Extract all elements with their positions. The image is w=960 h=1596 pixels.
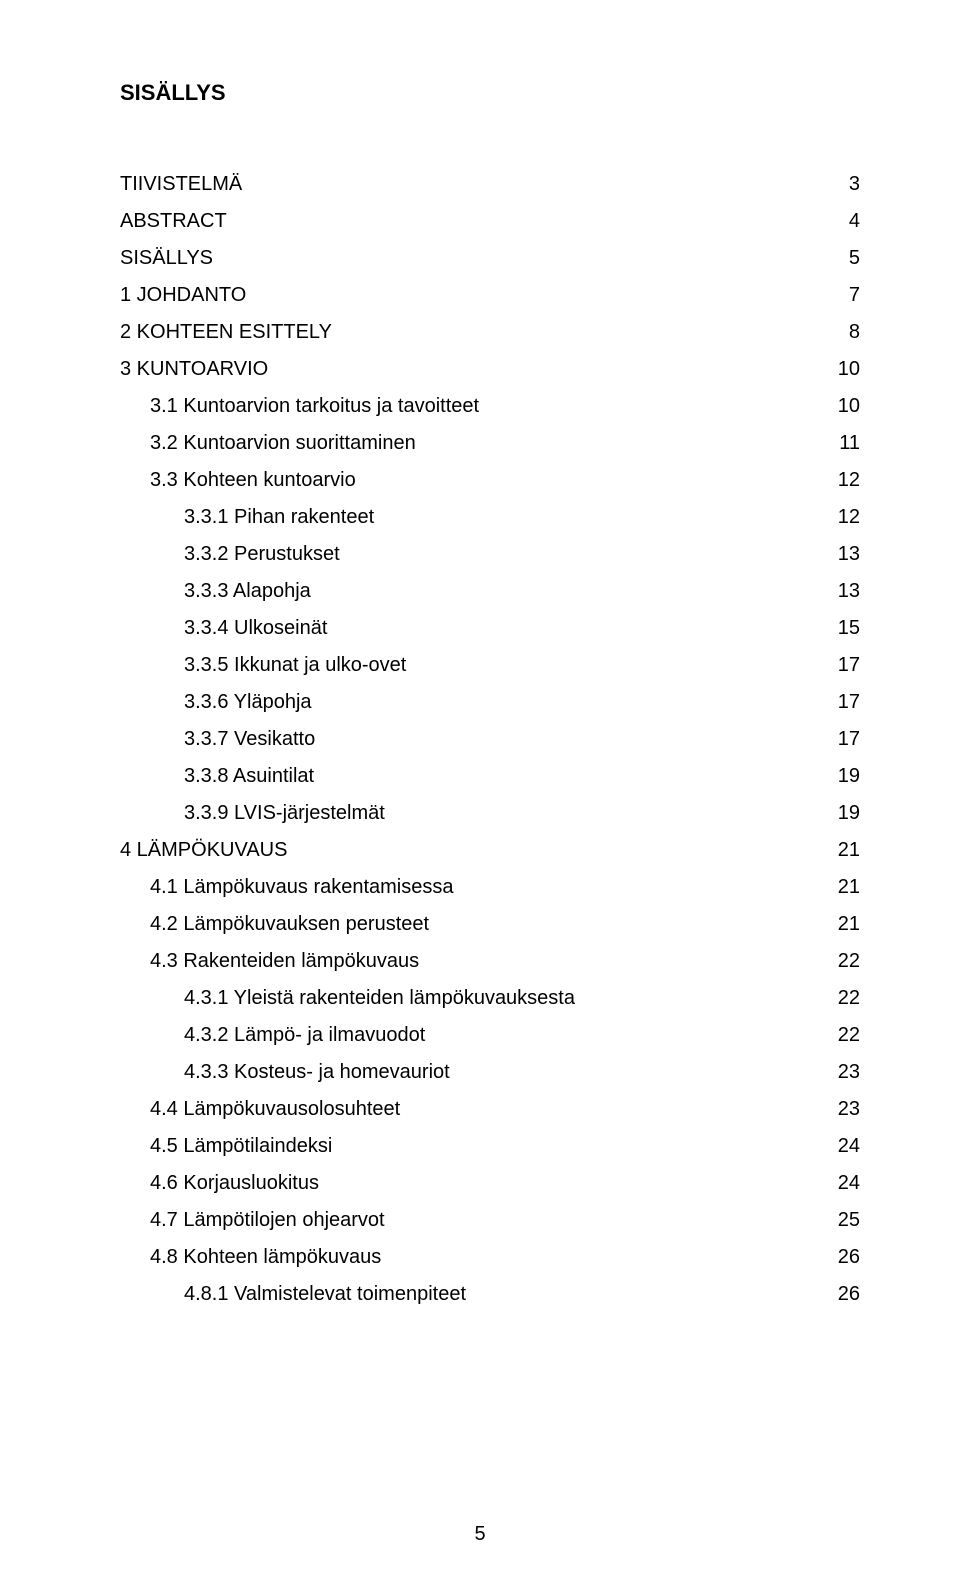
toc-entry-page: 21 — [818, 832, 860, 869]
toc-entry-page: 4 — [829, 203, 860, 240]
toc-entry-label: 2 KOHTEEN ESITTELY — [120, 314, 332, 351]
toc-entry-page: 13 — [818, 536, 860, 573]
toc-entry-label: ABSTRACT — [120, 203, 227, 240]
toc-entry-page: 5 — [829, 240, 860, 277]
toc-entry: 3.2 Kuntoarvion suorittaminen 11 — [120, 425, 860, 462]
toc-entry: 4.3.3 Kosteus- ja homevauriot 23 — [120, 1054, 860, 1091]
toc-entry: 3.3.3 Alapohja 13 — [120, 573, 860, 610]
toc-entry-label: SISÄLLYS — [120, 240, 213, 277]
toc-entry-label: 3.3.2 Perustukset — [120, 536, 340, 573]
toc-entry-label: 3.3.7 Vesikatto — [120, 721, 315, 758]
toc-entry-page: 3 — [829, 166, 860, 203]
toc-entry: 4.2 Lämpökuvauksen perusteet 21 — [120, 906, 860, 943]
toc-entry: 4.8 Kohteen lämpökuvaus 26 — [120, 1239, 860, 1276]
toc-entry-page: 8 — [829, 314, 860, 351]
toc-entry-page: 24 — [818, 1165, 860, 1202]
toc-entry-page: 21 — [818, 906, 860, 943]
toc-entry-label: 4.7 Lämpötilojen ohjearvot — [120, 1202, 385, 1239]
toc-entry: TIIVISTELMÄ 3 — [120, 166, 860, 203]
toc-entry: SISÄLLYS 5 — [120, 240, 860, 277]
toc-entry: 3.3.1 Pihan rakenteet 12 — [120, 499, 860, 536]
toc-entry: 3.3 Kohteen kuntoarvio 12 — [120, 462, 860, 499]
toc-entry-page: 15 — [818, 610, 860, 647]
toc-entry-page: 12 — [818, 499, 860, 536]
toc-entry-page: 10 — [818, 388, 860, 425]
toc-entry-label: 4.3.3 Kosteus- ja homevauriot — [120, 1054, 450, 1091]
toc-entry-label: 3.3.4 Ulkoseinät — [120, 610, 327, 647]
toc-entry: 2 KOHTEEN ESITTELY 8 — [120, 314, 860, 351]
toc-entry: 4.8.1 Valmistelevat toimenpiteet 26 — [120, 1276, 860, 1313]
toc-entry: 4 LÄMPÖKUVAUS 21 — [120, 832, 860, 869]
toc-entry: 4.3.2 Lämpö- ja ilmavuodot 22 — [120, 1017, 860, 1054]
toc-entry-label: 3.3.1 Pihan rakenteet — [120, 499, 374, 536]
toc-entry-label: 3.3.3 Alapohja — [120, 573, 311, 610]
toc-entry-page: 7 — [829, 277, 860, 314]
toc-entry-page: 25 — [818, 1202, 860, 1239]
toc-entry-page: 24 — [818, 1128, 860, 1165]
toc-entry-label: 3.3.5 Ikkunat ja ulko-ovet — [120, 647, 406, 684]
toc-entry: 4.3 Rakenteiden lämpökuvaus 22 — [120, 943, 860, 980]
toc-entry-label: 4.3 Rakenteiden lämpökuvaus — [120, 943, 419, 980]
toc-entry-page: 19 — [818, 758, 860, 795]
document-page: SISÄLLYS TIIVISTELMÄ3ABSTRACT4SISÄLLYS51… — [0, 0, 960, 1596]
toc-entry: 3.3.6 Yläpohja 17 — [120, 684, 860, 721]
toc-entry: 3.3.4 Ulkoseinät 15 — [120, 610, 860, 647]
page-title: SISÄLLYS — [120, 80, 860, 106]
toc-entry: 3.1 Kuntoarvion tarkoitus ja tavoitteet 1… — [120, 388, 860, 425]
toc-entry-label: 3 KUNTOARVIO — [120, 351, 268, 388]
toc-entry-label: 3.2 Kuntoarvion suorittaminen — [120, 425, 416, 462]
toc-entry-label: 4.8.1 Valmistelevat toimenpiteet — [120, 1276, 466, 1313]
toc-entry: ABSTRACT 4 — [120, 203, 860, 240]
toc-entry-label: 4.8 Kohteen lämpökuvaus — [120, 1239, 381, 1276]
toc-entry-page: 26 — [818, 1276, 860, 1313]
toc-entry-page: 23 — [818, 1091, 860, 1128]
toc-entry: 4.4 Lämpökuvausolosuhteet 23 — [120, 1091, 860, 1128]
toc-entry-page: 22 — [818, 1017, 860, 1054]
toc-entry: 3.3.5 Ikkunat ja ulko-ovet 17 — [120, 647, 860, 684]
toc-entry-label: 4.5 Lämpötilaindeksi — [120, 1128, 332, 1165]
toc-entry-label: 3.3.9 LVIS-järjestelmät — [120, 795, 385, 832]
toc-entry-label: 1 JOHDANTO — [120, 277, 246, 314]
toc-entry-label: 4 LÄMPÖKUVAUS — [120, 832, 287, 869]
toc-entry-label: 3.3.8 Asuintilat — [120, 758, 314, 795]
toc-entry: 3.3.2 Perustukset 13 — [120, 536, 860, 573]
toc-entry-label: 4.3.1 Yleistä rakenteiden lämpökuvaukses… — [120, 980, 575, 1017]
toc-entry-page: 17 — [818, 647, 860, 684]
toc-entry-page: 12 — [818, 462, 860, 499]
toc-entry-label: 3.1 Kuntoarvion tarkoitus ja tavoitteet — [120, 388, 479, 425]
toc-entry-label: 4.4 Lämpökuvausolosuhteet — [120, 1091, 400, 1128]
toc-entry: 3.3.8 Asuintilat 19 — [120, 758, 860, 795]
toc-entry-page: 13 — [818, 573, 860, 610]
toc-entry: 4.1 Lämpökuvaus rakentamisessa 21 — [120, 869, 860, 906]
toc-entry-page: 17 — [818, 721, 860, 758]
toc-entry-page: 17 — [818, 684, 860, 721]
toc-entry-page: 10 — [818, 351, 860, 388]
page-footer-number: 5 — [0, 1523, 960, 1546]
toc-entry-label: 4.2 Lämpökuvauksen perusteet — [120, 906, 429, 943]
toc-entry-page: 22 — [818, 980, 860, 1017]
toc-entry: 4.7 Lämpötilojen ohjearvot 25 — [120, 1202, 860, 1239]
toc-entry-page: 19 — [818, 795, 860, 832]
toc-entry-label: TIIVISTELMÄ — [120, 166, 242, 203]
toc-entry-label: 3.3.6 Yläpohja — [120, 684, 312, 721]
toc-entry-label: 4.3.2 Lämpö- ja ilmavuodot — [120, 1017, 425, 1054]
toc-entry: 3 KUNTOARVIO 10 — [120, 351, 860, 388]
toc-entry-label: 4.6 Korjausluokitus — [120, 1165, 319, 1202]
table-of-contents: TIIVISTELMÄ3ABSTRACT4SISÄLLYS51 JOHDANTO… — [120, 166, 860, 1313]
toc-entry: 3.3.7 Vesikatto 17 — [120, 721, 860, 758]
toc-entry: 1 JOHDANTO 7 — [120, 277, 860, 314]
toc-entry-page: 23 — [818, 1054, 860, 1091]
toc-entry-page: 22 — [818, 943, 860, 980]
toc-entry: 3.3.9 LVIS-järjestelmät 19 — [120, 795, 860, 832]
toc-entry-page: 26 — [818, 1239, 860, 1276]
toc-entry-page: 11 — [819, 425, 860, 462]
toc-entry-label: 3.3 Kohteen kuntoarvio — [120, 462, 356, 499]
toc-entry: 4.5 Lämpötilaindeksi 24 — [120, 1128, 860, 1165]
toc-entry: 4.6 Korjausluokitus 24 — [120, 1165, 860, 1202]
toc-entry: 4.3.1 Yleistä rakenteiden lämpökuvaukses… — [120, 980, 860, 1017]
toc-entry-label: 4.1 Lämpökuvaus rakentamisessa — [120, 869, 454, 906]
toc-entry-page: 21 — [818, 869, 860, 906]
